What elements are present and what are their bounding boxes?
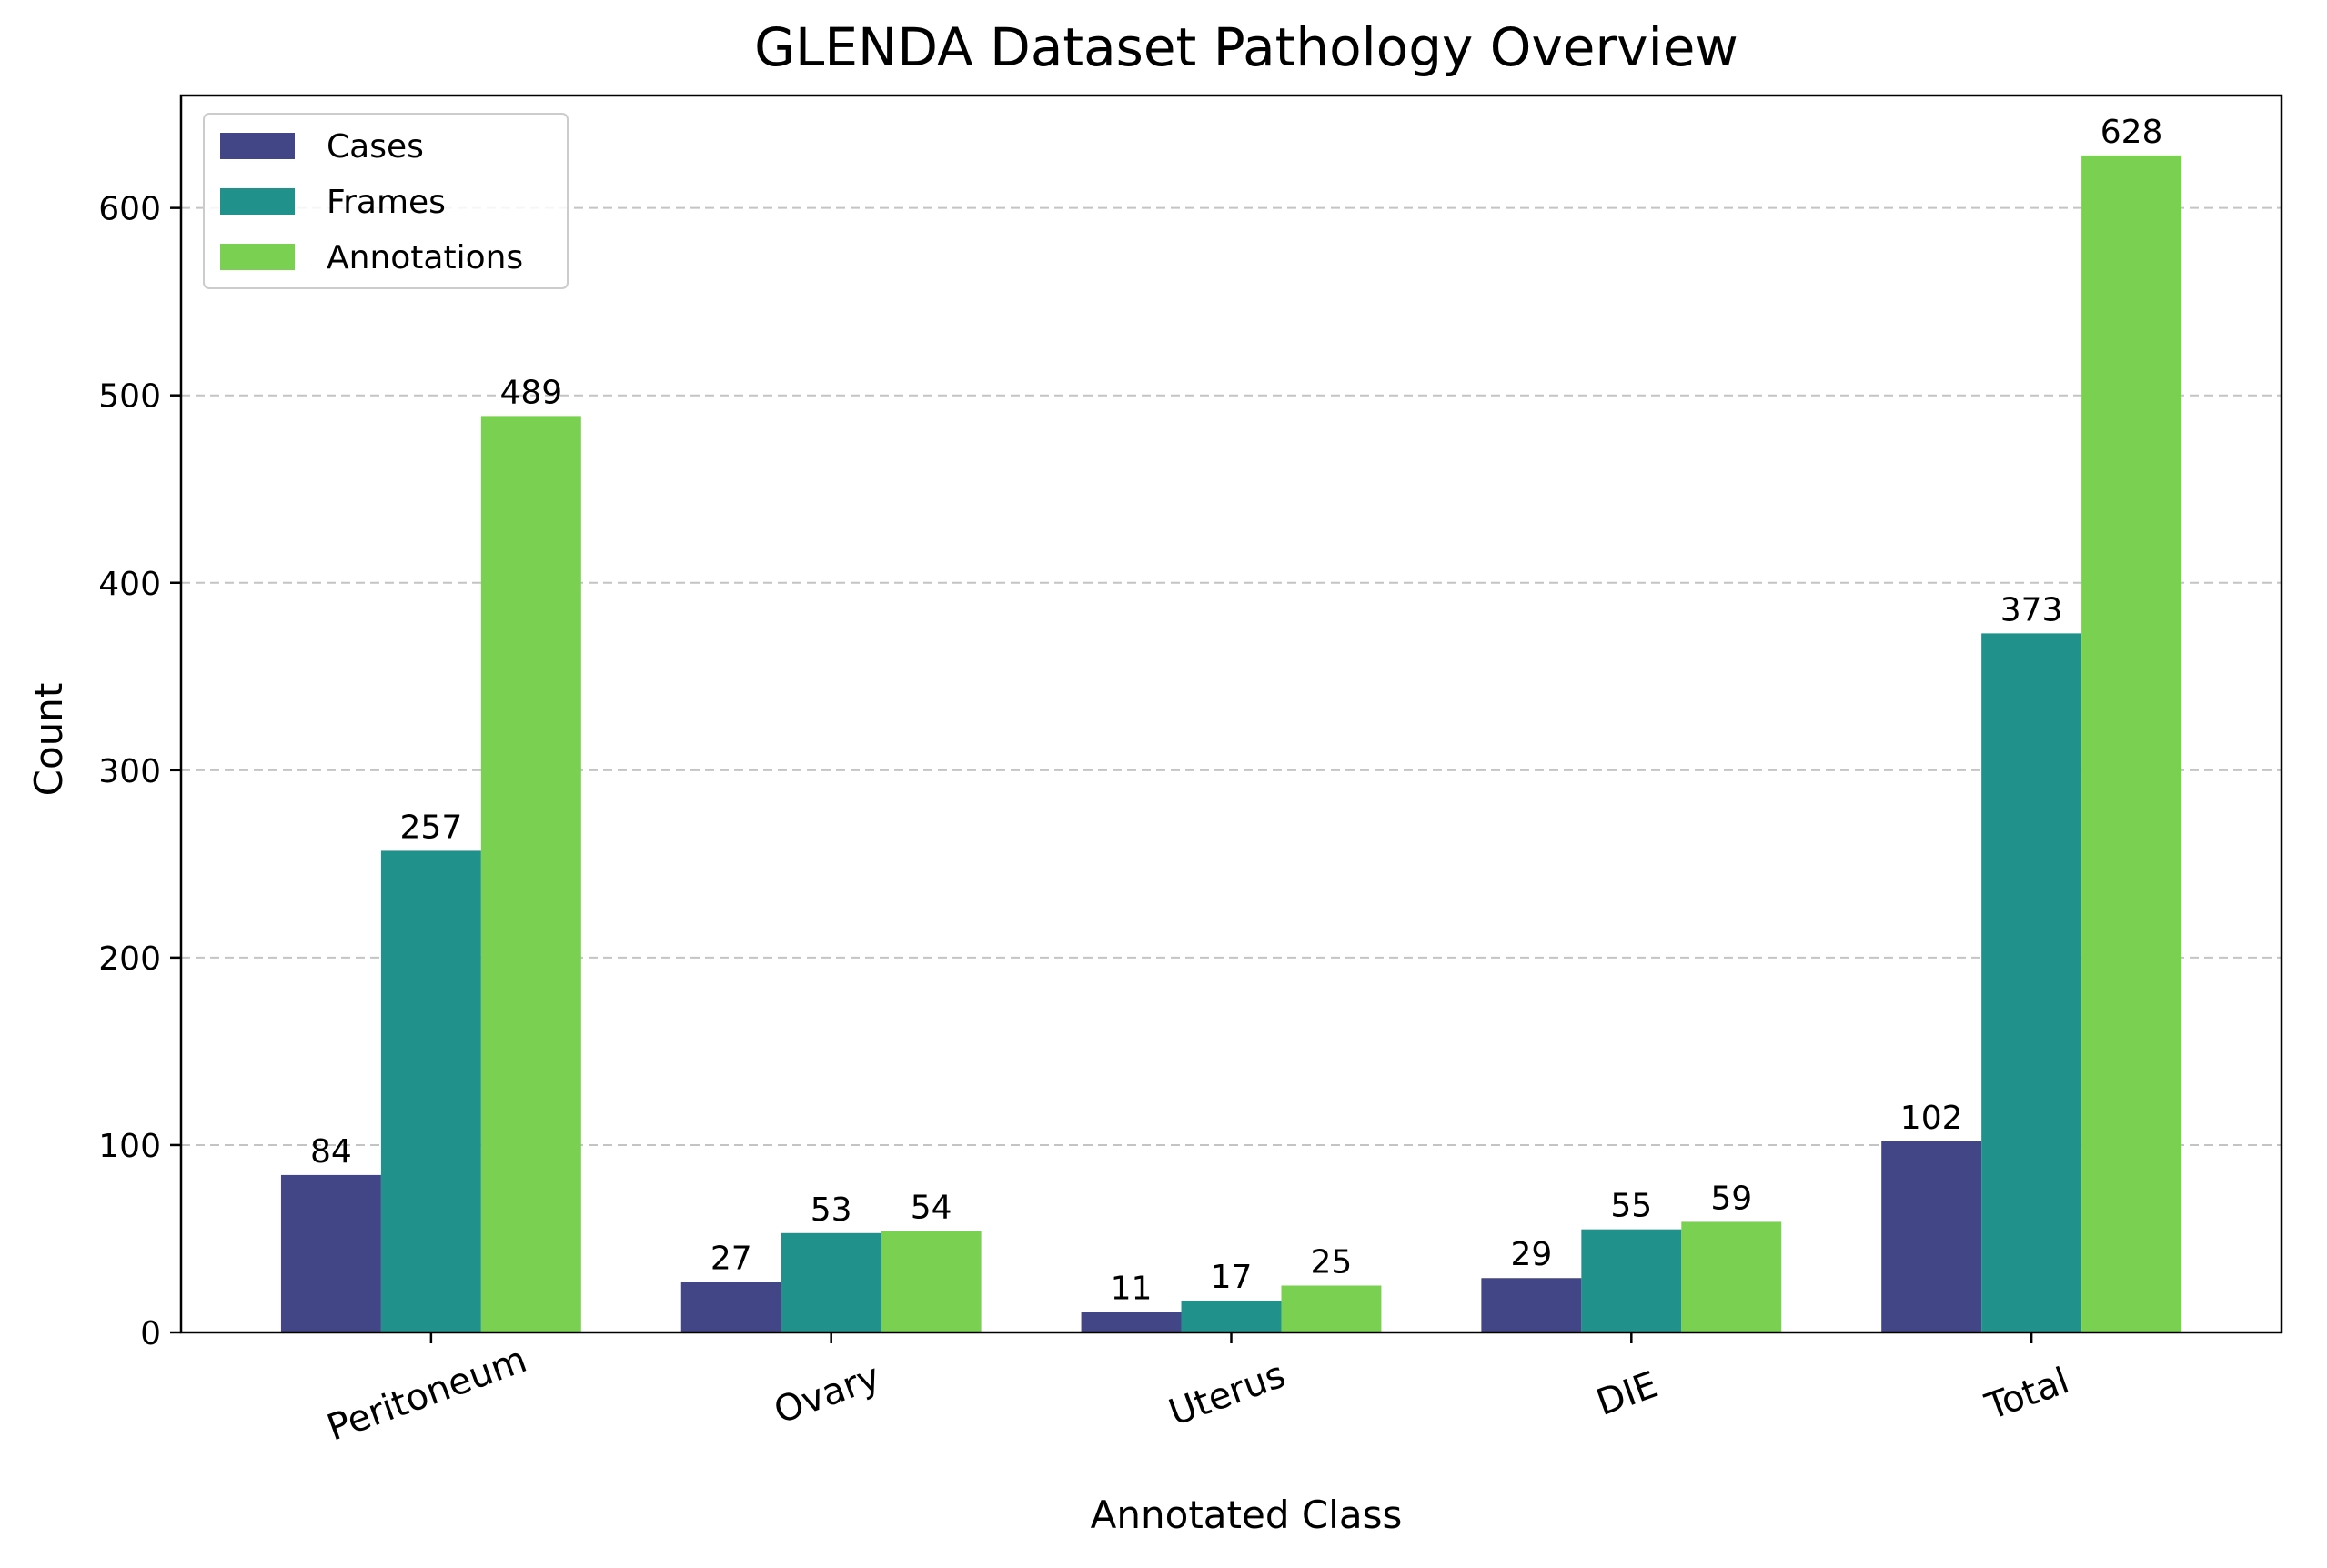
y-axis-label: Count — [26, 683, 71, 797]
value-label-cases-uterus: 11 — [1111, 1270, 1153, 1307]
y-tick-label-600: 600 — [98, 191, 161, 228]
bar-annotations-uterus — [1281, 1285, 1382, 1332]
bar-cases-die — [1481, 1278, 1582, 1332]
chart-title: GLENDA Dataset Pathology Overview — [754, 16, 1738, 78]
legend-swatch-annotations — [220, 244, 295, 270]
legend-swatch-cases — [220, 133, 295, 159]
y-tick-label-300: 300 — [98, 753, 161, 790]
value-label-cases-ovary: 27 — [710, 1240, 752, 1277]
value-label-annotations-uterus: 25 — [1311, 1243, 1353, 1281]
legend-label-annotations: Annotations — [327, 239, 523, 276]
x-axis-label: Annotated Class — [1091, 1493, 1403, 1537]
bar-cases-ovary — [680, 1282, 781, 1332]
value-label-frames-ovary: 53 — [811, 1191, 852, 1229]
bar-frames-ovary — [781, 1232, 881, 1332]
y-tick-label-0: 0 — [140, 1315, 161, 1352]
value-label-frames-uterus: 17 — [1211, 1259, 1253, 1296]
bars — [280, 155, 2182, 1332]
y-tick-label-200: 200 — [98, 940, 161, 978]
bar-frames-peritoneum — [380, 850, 481, 1332]
value-label-frames-die: 55 — [1610, 1188, 1652, 1225]
legend-label-cases: Cases — [327, 128, 424, 166]
y-tick-label-400: 400 — [98, 566, 161, 603]
value-label-frames-total: 373 — [2000, 591, 2063, 628]
bar-annotations-peritoneum — [480, 416, 581, 1332]
bar-annotations-die — [1681, 1221, 1782, 1332]
value-label-frames-peritoneum: 257 — [400, 809, 463, 846]
bar-frames-uterus — [1181, 1300, 1282, 1332]
bar-frames-die — [1581, 1229, 1682, 1332]
value-label-cases-total: 102 — [1900, 1100, 1963, 1137]
bar-cases-total — [1881, 1141, 1982, 1332]
bar-frames-total — [1981, 633, 2082, 1332]
legend-swatch-frames — [220, 188, 295, 215]
value-label-annotations-ovary: 54 — [911, 1190, 952, 1227]
value-label-annotations-peritoneum: 489 — [499, 374, 562, 411]
y-tick-label-500: 500 — [98, 378, 161, 416]
data-labels: 84 27 11 29 102 257 53 17 55 373 489 54 25 59 628 — [310, 114, 2162, 1307]
value-label-cases-peritoneum: 84 — [310, 1133, 352, 1171]
value-label-annotations-die: 59 — [1710, 1180, 1752, 1217]
value-label-annotations-total: 628 — [2100, 114, 2163, 151]
bar-cases-peritoneum — [280, 1174, 381, 1332]
bar-cases-uterus — [1081, 1312, 1182, 1332]
y-tick-label-100: 100 — [98, 1128, 161, 1165]
legend-label-frames: Frames — [327, 184, 446, 221]
value-label-cases-die: 29 — [1510, 1236, 1552, 1273]
legend: Cases Frames Annotations — [203, 113, 569, 289]
bar-annotations-total — [2081, 155, 2182, 1332]
bar-annotations-ovary — [881, 1231, 982, 1332]
